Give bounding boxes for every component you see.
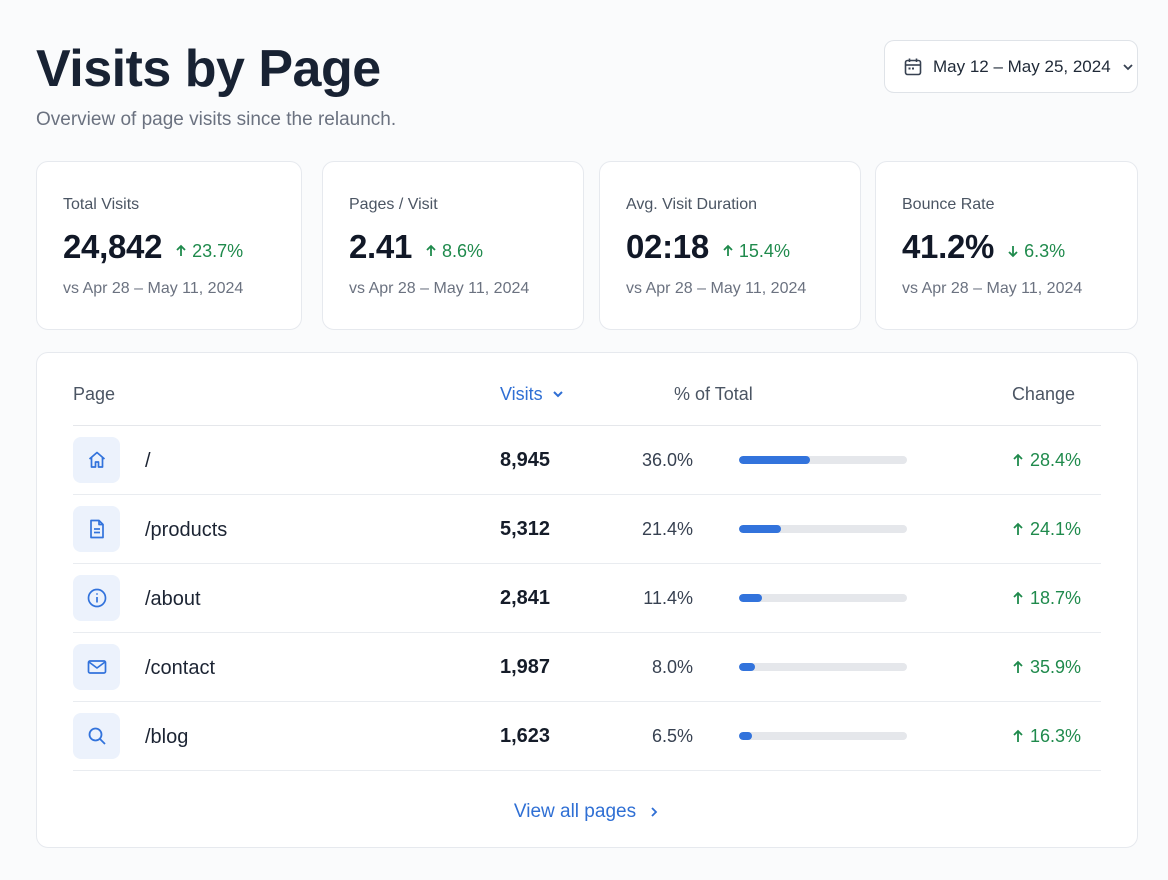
stat-compare: vs Apr 28 – May 11, 2024 [626, 280, 807, 297]
stat-compare: vs Apr 28 – May 11, 2024 [63, 280, 244, 297]
info-icon [73, 575, 120, 621]
row-change-value: 28.4% [1029, 450, 1081, 470]
stat-title: Pages / Visit [349, 196, 438, 213]
stat-change: 8.6% [424, 241, 483, 262]
stat-change: 23.7% [174, 241, 243, 262]
pages-table: Page Visits % of Total Change / 8,945 36… [36, 352, 1138, 848]
arrow-up-icon [1013, 522, 1023, 535]
share-bar-fill [739, 732, 752, 740]
row-pct: 6.5% [651, 726, 693, 746]
column-header-visits-label: Visits [500, 384, 543, 404]
column-header-page[interactable]: Page [73, 384, 116, 404]
document-icon [73, 506, 120, 552]
stat-card-pages-per-visit: Pages / Visit 2.41 8.6% vs Apr 28 – May … [322, 161, 584, 330]
row-visits: 1,623 [500, 725, 551, 747]
share-bar [739, 663, 907, 671]
stat-change: 15.4% [721, 241, 790, 262]
row-pct: 36.0% [641, 450, 693, 470]
row-page[interactable]: / [145, 450, 151, 472]
row-page[interactable]: /contact [145, 657, 216, 679]
arrow-up-icon [1013, 591, 1023, 604]
stat-change-value: 6.3% [1024, 240, 1066, 261]
arrow-up-icon [1013, 453, 1023, 466]
view-all-pages-link[interactable]: View all pages [37, 801, 1137, 823]
row-change: 16.3% [1012, 725, 1081, 747]
stat-change-value: 8.6% [442, 240, 484, 261]
table-row[interactable]: /about 2,841 11.4% 18.7% [73, 564, 1101, 633]
row-visits: 5,312 [500, 518, 551, 540]
stat-value: 02:18 [626, 228, 709, 265]
stat-compare: vs Apr 28 – May 11, 2024 [902, 280, 1083, 297]
date-range-label: May 12 – May 25, 2024 [933, 56, 1111, 76]
mail-icon [73, 644, 120, 690]
share-bar [739, 594, 907, 602]
arrow-up-icon [426, 244, 436, 256]
stat-change-value: 23.7% [192, 240, 244, 261]
row-change: 28.4% [1012, 449, 1081, 471]
row-change: 18.7% [1012, 587, 1081, 609]
page-title: Visits by Page [36, 40, 381, 98]
share-bar [739, 456, 907, 464]
stat-title: Total Visits [63, 196, 140, 213]
page-subtitle: Overview of page visits since the relaun… [36, 109, 397, 130]
arrow-up-icon [723, 244, 733, 256]
stat-change: 6.3% [1006, 241, 1065, 262]
stat-card-bounce-rate: Bounce Rate 41.2% 6.3% vs Apr 28 – May 1… [875, 161, 1138, 330]
row-pct: 8.0% [651, 657, 693, 677]
arrow-up-icon [1013, 729, 1023, 742]
row-change: 24.1% [1012, 518, 1081, 540]
stat-card-avg-visit-duration: Avg. Visit Duration 02:18 15.4% vs Apr 2… [599, 161, 861, 330]
stat-card-total-visits: Total Visits 24,842 23.7% vs Apr 28 – Ma… [36, 161, 302, 330]
calendar-icon [903, 57, 923, 77]
search-icon [73, 713, 120, 759]
row-change: 35.9% [1012, 656, 1081, 678]
row-page[interactable]: /blog [145, 726, 189, 748]
stat-value: 24,842 [63, 228, 163, 265]
view-all-label: View all pages [513, 801, 637, 822]
share-bar-fill [739, 663, 755, 671]
column-header-pct[interactable]: % of Total [674, 384, 753, 404]
table-row[interactable]: /blog 1,623 6.5% 16.3% [73, 702, 1101, 771]
column-header-visits[interactable]: Visits [500, 383, 565, 405]
stat-change-value: 15.4% [738, 240, 790, 261]
chevron-down-icon [1121, 60, 1135, 74]
row-visits: 2,841 [500, 587, 551, 609]
arrow-down-icon [1008, 246, 1018, 258]
stat-title: Bounce Rate [902, 196, 995, 213]
table-row[interactable]: /products 5,312 21.4% 24.1% [73, 495, 1101, 564]
row-pct: 21.4% [641, 519, 693, 539]
stat-value: 41.2% [902, 228, 995, 265]
header-divider [73, 425, 1101, 426]
row-pct: 11.4% [643, 588, 693, 608]
row-change-value: 16.3% [1029, 726, 1081, 746]
share-bar-fill [739, 525, 782, 533]
row-visits: 1,987 [500, 656, 551, 678]
stat-compare: vs Apr 28 – May 11, 2024 [349, 280, 530, 297]
row-change-value: 35.9% [1029, 657, 1081, 677]
stat-title: Avg. Visit Duration [626, 196, 758, 213]
share-bar [739, 732, 907, 740]
chevron-down-icon [552, 391, 563, 398]
column-header-change[interactable]: Change [1011, 384, 1075, 404]
share-bar [739, 525, 907, 533]
row-change-value: 18.7% [1029, 588, 1081, 608]
row-page[interactable]: /products [145, 519, 228, 541]
table-row[interactable]: / 8,945 36.0% 28.4% [73, 426, 1101, 495]
row-visits: 8,945 [500, 449, 551, 471]
chevron-right-icon [651, 807, 658, 817]
row-change-value: 24.1% [1029, 519, 1081, 539]
share-bar-fill [739, 594, 762, 602]
stat-value: 2.41 [349, 228, 413, 265]
row-page[interactable]: /about [145, 588, 201, 610]
date-range-picker[interactable]: May 12 – May 25, 2024 [884, 40, 1138, 93]
table-row[interactable]: /contact 1,987 8.0% 35.9% [73, 633, 1101, 702]
arrow-up-icon [1013, 660, 1023, 673]
share-bar-fill [739, 456, 811, 464]
arrow-up-icon [176, 244, 186, 256]
home-icon [73, 437, 120, 483]
